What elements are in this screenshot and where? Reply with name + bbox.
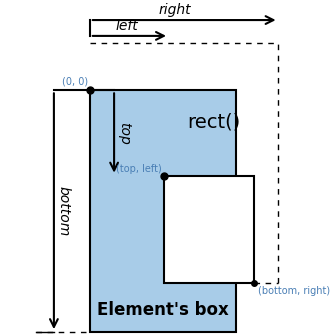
Text: bottom: bottom (56, 186, 71, 236)
Text: left: left (116, 19, 138, 33)
Bar (90, 91, 236, 332)
Text: top: top (117, 122, 131, 144)
Text: rect(): rect() (187, 112, 241, 131)
Text: (top, left): (top, left) (116, 164, 162, 174)
Text: Element's box: Element's box (97, 301, 229, 319)
Text: (0, 0): (0, 0) (62, 76, 88, 87)
Bar (164, 176, 254, 284)
Text: right: right (159, 3, 192, 17)
Text: (bottom, right): (bottom, right) (258, 287, 330, 297)
